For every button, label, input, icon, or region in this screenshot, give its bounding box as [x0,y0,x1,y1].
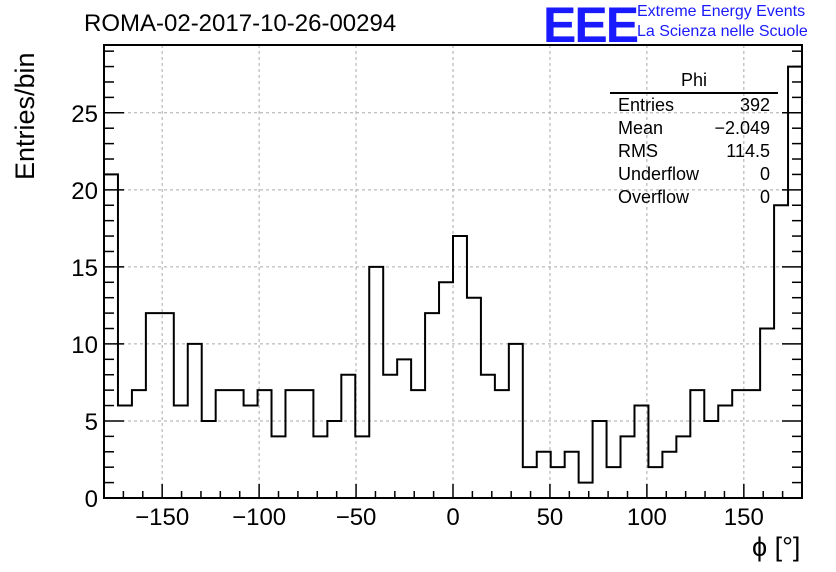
stats-label: Entries [618,95,675,115]
stats-value: 0 [759,164,770,184]
stats-row-underflow: Underflow 0 [610,163,778,186]
stats-label: Overflow [618,187,690,207]
eee-logo: EEE [543,0,639,53]
stats-value: 392 [739,95,770,115]
stats-row-entries: Entries 392 [610,94,778,117]
stats-row-rms: RMS 114.5 [610,140,778,163]
x-tick-label: −150 [135,504,189,531]
stats-title: Phi [610,70,778,94]
stats-label: RMS [618,141,658,161]
x-tick-labels: −150 −100 −50 0 50 100 150 [135,504,764,531]
logo-text: Extreme Energy Events La Scienza nelle S… [637,2,808,42]
stats-label: Underflow [618,164,700,184]
stats-row-mean: Mean −2.049 [610,117,778,140]
stats-value: 114.5 [726,141,770,161]
x-tick-label: 100 [627,504,667,531]
chart-title: ROMA-02-2017-10-26-00294 [84,10,397,37]
y-tick-label: 20 [71,178,98,205]
stats-box: Phi Entries 392 Mean −2.049 RMS 114.5 Under… [610,70,778,209]
x-tick-label: 50 [537,504,564,531]
logo-line-1: Extreme Energy Events [637,3,806,20]
y-tick-label: 10 [71,332,98,359]
x-tick-label: −50 [336,504,377,531]
stats-label: Mean [618,118,664,138]
y-tick-label: 5 [85,409,98,436]
x-tick-label: −100 [232,504,286,531]
x-axis-label: ϕ [°] [752,532,801,562]
y-tick-labels: 0 5 10 15 20 25 [71,101,98,513]
logo-line-2: La Scienza nelle Scuole [637,23,808,40]
stats-value: −2.049 [714,118,770,138]
plot-frame [103,44,803,499]
y-tick-label: 25 [71,101,98,128]
stats-value: 0 [759,187,770,207]
y-tick-label: 0 [85,486,98,513]
axis-ticks [103,50,803,499]
histogram-line [104,65,802,484]
stats-row-overflow: Overflow 0 [610,186,778,209]
y-tick-label: 15 [71,255,98,282]
y-axis-label: Entries/bin [10,52,40,180]
x-tick-label: 150 [724,504,764,531]
x-tick-label: 0 [446,504,459,531]
